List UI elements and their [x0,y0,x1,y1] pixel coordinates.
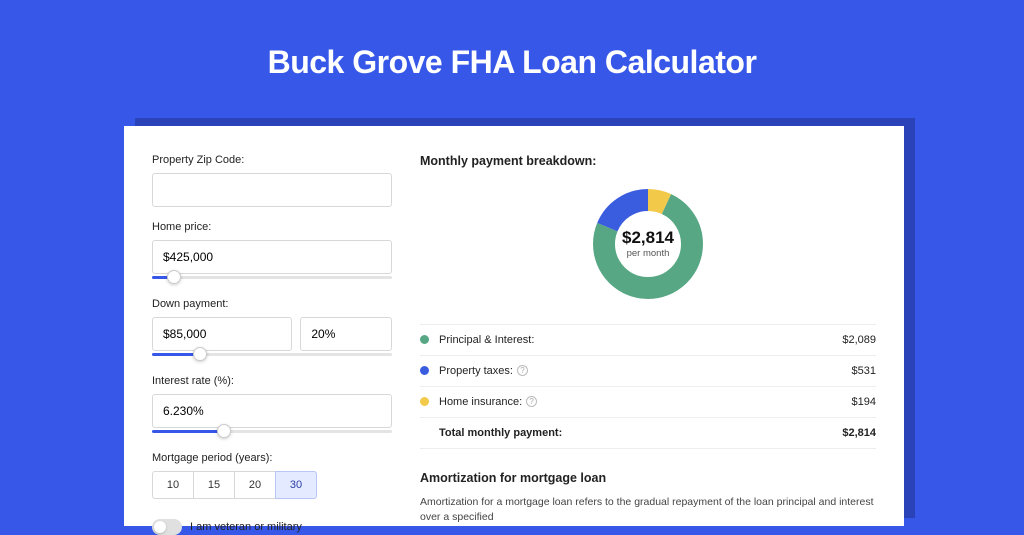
down-slider[interactable] [152,349,392,361]
down-pct-input[interactable] [300,317,392,351]
veteran-label: I am veteran or military [190,521,302,533]
amortization-title: Amortization for mortgage loan [420,471,876,485]
period-option-10[interactable]: 10 [152,471,194,499]
down-label: Down payment: [152,298,392,310]
legend-item: Property taxes:?$531 [420,356,876,387]
price-slider[interactable] [152,272,392,284]
period-group: 10152030 [152,471,392,499]
period-option-20[interactable]: 20 [234,471,276,499]
legend-value: $194 [852,396,876,408]
total-label: Total monthly payment: [439,427,842,439]
period-label: Mortgage period (years): [152,452,392,464]
rate-slider[interactable] [152,426,392,438]
legend-item: Home insurance:?$194 [420,387,876,418]
price-input[interactable] [152,240,392,274]
legend-dot [420,366,429,375]
donut-chart: $2,814 per month [589,185,707,303]
down-amount-input[interactable] [152,317,292,351]
legend-label: Property taxes:? [439,365,852,377]
info-icon[interactable]: ? [517,365,528,376]
price-label: Home price: [152,221,392,233]
donut-sub: per month [627,248,670,259]
legend: Principal & Interest:$2,089Property taxe… [420,324,876,449]
legend-label: Home insurance:? [439,396,852,408]
rate-input[interactable] [152,394,392,428]
veteran-toggle[interactable] [152,519,182,535]
amortization-section: Amortization for mortgage loan Amortizat… [420,471,876,527]
legend-item: Principal & Interest:$2,089 [420,325,876,356]
donut-value: $2,814 [622,228,674,248]
legend-total: Total monthly payment:$2,814 [420,418,876,449]
zip-label: Property Zip Code: [152,154,392,166]
legend-dot [420,397,429,406]
breakdown-panel: Monthly payment breakdown: $2,814 per mo… [420,154,876,526]
legend-dot [420,335,429,344]
breakdown-title: Monthly payment breakdown: [420,154,876,168]
period-option-15[interactable]: 15 [193,471,235,499]
form-panel: Property Zip Code: Home price: Down paym… [152,154,392,526]
rate-label: Interest rate (%): [152,375,392,387]
legend-value: $2,089 [842,334,876,346]
legend-value: $531 [852,365,876,377]
zip-input[interactable] [152,173,392,207]
total-value: $2,814 [842,427,876,439]
amortization-text: Amortization for a mortgage loan refers … [420,495,876,527]
period-option-30[interactable]: 30 [275,471,317,499]
page-title: Buck Grove FHA Loan Calculator [0,0,1024,81]
legend-label: Principal & Interest: [439,334,842,346]
calculator-card: Property Zip Code: Home price: Down paym… [124,126,904,526]
info-icon[interactable]: ? [526,396,537,407]
